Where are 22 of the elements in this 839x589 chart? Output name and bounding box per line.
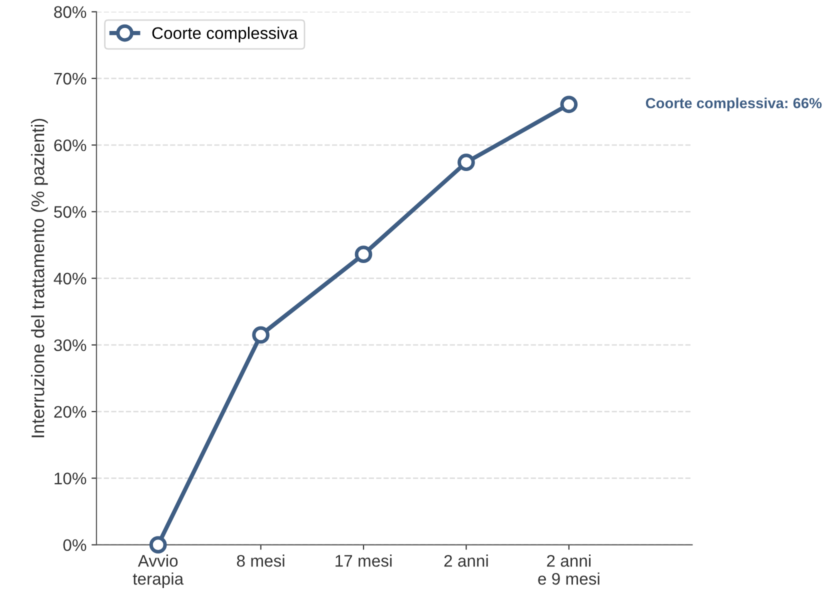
x-tick-label: 17 mesi: [336, 554, 392, 567]
y-axis-title: Interruzione del trattamento (% pazienti): [31, 118, 48, 438]
x-tick-label: 2 anni: [444, 554, 488, 567]
point: [149, 536, 167, 554]
x-tick-label: Avvio terapia: [132, 554, 184, 588]
y-tick-label: 30%: [54, 339, 86, 352]
y-tick-label: 40%: [54, 272, 86, 285]
y-tick-label: 50%: [54, 206, 86, 218]
x-tick-label: 8 mesi: [236, 554, 284, 567]
legend-label: Coorte complessiva: [152, 26, 298, 42]
y-tick-label: 70%: [54, 72, 86, 85]
y-tick-label: 0%: [63, 539, 86, 552]
annotation: Coorte complessiva: 66%: [646, 98, 822, 112]
y-tick-label: 80%: [54, 6, 86, 18]
point: [560, 96, 578, 114]
point: [354, 246, 372, 263]
x-tick-label: 2 anni e 9 mesi: [538, 554, 600, 585]
y-tick-label: 10%: [54, 472, 86, 484]
y-tick-label: 20%: [54, 406, 86, 418]
y-tick-label: 60%: [54, 139, 86, 152]
point: [252, 326, 270, 344]
point: [458, 154, 475, 172]
